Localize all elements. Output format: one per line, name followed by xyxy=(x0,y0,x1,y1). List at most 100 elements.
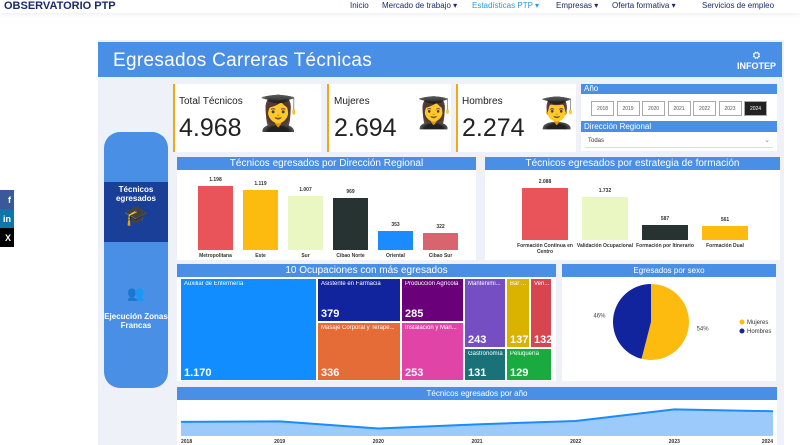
bar-cibao-norte[interactable] xyxy=(333,198,368,250)
nav-oferta-formativa[interactable]: Oferta formativa ▾ xyxy=(612,1,676,10)
category-label: Sur xyxy=(301,253,310,259)
treemap-tile[interactable]: Bar ... 137 xyxy=(506,278,530,348)
legend-label: Hombres xyxy=(747,329,771,335)
chevron-down-icon: ⌄ xyxy=(764,137,770,144)
kpi-value: 4.968 xyxy=(179,114,242,142)
category-label: Formación por Itinerario xyxy=(636,243,694,249)
year-button-2023[interactable]: 2023 xyxy=(718,101,742,116)
sidebar-item-tecnicos-egresados[interactable]: Técnicos egresados 🎓 xyxy=(104,182,168,242)
year-filter-label: Año xyxy=(581,84,777,94)
pie-slice-hombres[interactable] xyxy=(613,284,651,359)
bar-formación-dual[interactable] xyxy=(702,226,748,240)
bar-validación-ocupacional[interactable] xyxy=(582,196,628,240)
category-label: Formación Dual xyxy=(706,243,744,249)
strategy-chart-panel: Técnicos egresados por estrategia de for… xyxy=(485,157,780,260)
bar-formación-por-itinerario[interactable] xyxy=(642,225,688,240)
category-label: Oriental xyxy=(386,253,405,259)
dashboard-title: Egresados Carreras Técnicas xyxy=(98,42,782,77)
kpi-hombres: Hombres 2.274 👨‍🎓 xyxy=(456,84,576,152)
category-label: Metropolitana xyxy=(199,253,232,259)
male-graduate-icon: 👨‍🎓 xyxy=(538,97,576,130)
tile-value: 379 xyxy=(321,308,340,320)
nav-empresas[interactable]: Empresas ▾ xyxy=(556,1,599,10)
tile-value: 129 xyxy=(510,367,529,379)
tile-value: 131 xyxy=(468,367,487,379)
tile-value: 137 xyxy=(510,334,529,346)
x-tick-label: 2018 xyxy=(181,439,192,445)
tile-name: Mantenimi... xyxy=(468,281,501,287)
bar-metropolitana[interactable] xyxy=(198,186,233,250)
nav-inicio[interactable]: Inicio xyxy=(350,1,369,10)
pie-slice-mujeres[interactable] xyxy=(641,284,689,360)
bar-value-label: 561 xyxy=(720,217,730,224)
treemap-tile[interactable]: Peluquería 129 xyxy=(506,348,552,381)
treemap-tile[interactable]: Mantenimi... 243 xyxy=(464,278,506,348)
bar-formación-continua-en-centro[interactable] xyxy=(522,188,568,240)
nav-estadisticas[interactable]: Estadísticas PTP ▾ xyxy=(472,1,540,10)
x-tick-label: 2019 xyxy=(274,439,285,445)
tile-name: Bar ... xyxy=(510,281,527,287)
year-button-2018[interactable]: 2018 xyxy=(591,101,614,116)
category-label: Este xyxy=(255,253,266,259)
nav-servicios-empleo[interactable]: Servicios de empleo xyxy=(702,1,775,10)
category-label: Cibao Norte xyxy=(336,253,365,259)
share-linkedin-button[interactable]: in xyxy=(0,209,14,228)
bar-oriental[interactable] xyxy=(378,231,413,250)
graduate-icon: 🎓 xyxy=(123,205,149,227)
sidebar-item-zonas-francas[interactable]: 👥 Ejecución Zonas Francas xyxy=(104,285,168,330)
kpi-value: 2.694 xyxy=(334,114,397,142)
chart-title: Técnicos egresados por estrategia de for… xyxy=(485,157,780,170)
tile-name: Producción Agrícola xyxy=(405,281,459,287)
bar-este[interactable] xyxy=(243,190,278,250)
kpi-label: Mujeres xyxy=(334,96,370,107)
bar-value-label: 1.198 xyxy=(209,177,222,183)
x-tick-label: 2021 xyxy=(471,439,482,445)
bar-value-label: 1.732 xyxy=(598,187,612,194)
treemap-tile[interactable]: Instalación y Man... 253 xyxy=(401,322,464,381)
tile-name: Asistente en Farmacia xyxy=(321,281,381,287)
region-dropdown[interactable]: Todas ⌄ xyxy=(585,134,773,148)
kpi-value: 2.274 xyxy=(462,114,525,142)
bar-value-label: 969 xyxy=(346,189,355,196)
year-button-2019[interactable]: 2019 xyxy=(616,101,640,116)
tile-name: Ven... xyxy=(534,281,549,287)
share-facebook-button[interactable]: f xyxy=(0,190,14,209)
year-button-2021[interactable]: 2021 xyxy=(667,101,691,116)
x-tick-label: 2023 xyxy=(669,439,680,445)
kpi-mujeres: Mujeres 2.694 👩‍🎓 xyxy=(327,84,452,152)
x-tick-label: 2024 xyxy=(762,439,773,445)
site-logo[interactable]: OBSERVATORIO PTP xyxy=(4,0,116,12)
sex-pie-panel: Egresados por sexo 54% Mujeres 46% Hombres xyxy=(562,264,776,381)
regional-chart-panel: Técnicos egresados por Dirección Regiona… xyxy=(177,157,476,260)
pie-percent-label: 54% xyxy=(697,327,710,333)
category-label: Cibao Sur xyxy=(428,253,453,259)
treemap-tile[interactable]: Masaje Corporal y Terapé... 336 xyxy=(317,322,401,381)
people-chat-icon: 👥 xyxy=(127,285,145,301)
tile-value: 1.170 xyxy=(184,367,212,379)
tile-value: 243 xyxy=(468,334,487,346)
year-button-2024[interactable]: 2024 xyxy=(744,101,767,116)
bar-cibao-sur[interactable] xyxy=(423,232,458,250)
treemap-tile[interactable]: Gastronomía 131 xyxy=(464,348,506,381)
treemap-tile[interactable]: Ven... 132 xyxy=(530,278,552,348)
tile-value: 285 xyxy=(405,308,424,320)
infotep-logo: ⛭ INFOTEP xyxy=(736,50,776,71)
legend-marker xyxy=(739,328,745,334)
nav-mercado-trabajo[interactable]: Mercado de trabajo ▾ xyxy=(382,1,458,10)
bar-value-label: 1.007 xyxy=(299,187,312,194)
occupations-treemap-panel: 10 Ocupaciones con más egresados Auxilia… xyxy=(177,264,556,381)
year-button-2022[interactable]: 2022 xyxy=(693,101,716,116)
region-filter-label: Dirección Regional xyxy=(581,121,777,132)
tile-name: Auxiliar de Enfermería xyxy=(184,281,244,287)
tile-value: 253 xyxy=(405,367,424,379)
chart-title: Egresados por sexo xyxy=(562,264,776,277)
treemap-tile[interactable]: Auxiliar de Enfermería 1.170 xyxy=(180,278,317,381)
treemap-tile[interactable]: Asistente en Farmacia 379 xyxy=(317,278,401,322)
share-x-button[interactable]: X xyxy=(0,228,14,247)
treemap-tile[interactable]: Producción Agrícola 285 xyxy=(401,278,464,322)
brand-text: INFOTEP xyxy=(736,61,776,71)
bar-sur[interactable] xyxy=(288,196,323,250)
chart-title: Técnicos egresados por Dirección Regiona… xyxy=(177,157,476,170)
sidebar-item-label: Técnicos egresados xyxy=(115,185,157,203)
year-button-2020[interactable]: 2020 xyxy=(642,101,665,116)
